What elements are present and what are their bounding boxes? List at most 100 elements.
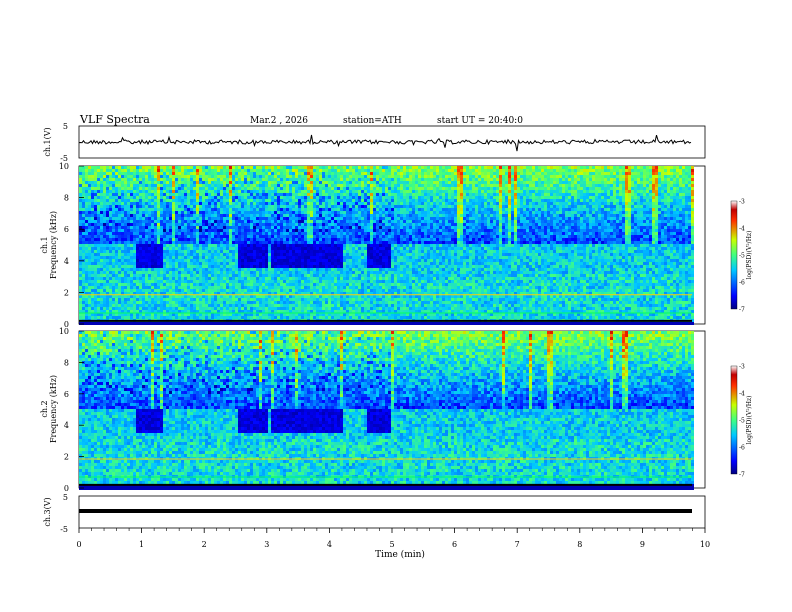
ch1-spectrogram-cell [163, 310, 166, 313]
ch1-spectrogram-cell [304, 220, 307, 223]
ch1-spectrogram-cell [229, 202, 232, 205]
ch1-spectrogram-cell [151, 190, 154, 193]
ch1-spectrogram-cell [289, 316, 292, 319]
ch1-spectrogram-cell [205, 193, 208, 196]
ch1-spectrogram-cell [82, 208, 85, 211]
ch1-spectrogram-cell [214, 295, 217, 298]
ch1-spectrogram-cell [346, 211, 349, 214]
ch1-spectrogram-cell [97, 265, 100, 268]
ch1-spectrogram-cell [229, 247, 232, 250]
ch1-spectrogram-cell [145, 223, 148, 226]
ch1-spectrogram-cell [358, 181, 361, 184]
ch1-spectrogram-cell [193, 190, 196, 193]
ch1-spectrogram-cell [292, 286, 295, 289]
ch1-spectrogram-cell [292, 268, 295, 271]
ch1-spectrogram-cell [211, 193, 214, 196]
ch1-spectrogram-cell [172, 235, 175, 238]
ch1-spectrogram-cell [133, 313, 136, 316]
ch1-spectrogram-cell [88, 265, 91, 268]
ch1-spectrogram-cell [280, 253, 283, 256]
ch1-spectrogram-cell [313, 196, 316, 199]
ch1-spectrogram-cell [94, 307, 97, 310]
ch1-spectrogram-cell [142, 244, 145, 247]
ch1-spectrogram-cell [340, 262, 343, 265]
ch1-spectrogram-cell [280, 301, 283, 304]
ch1-spectrogram-cell [274, 322, 277, 325]
ch1-spectrogram-cell [175, 193, 178, 196]
ch1-spectrogram-cell [301, 313, 304, 316]
ch1-spectrogram-cell [346, 232, 349, 235]
ch1-spectrogram-cell [163, 259, 166, 262]
ch1-spectrogram-cell [175, 295, 178, 298]
ch1-spectrogram-cell [178, 181, 181, 184]
ch1-spectrogram-cell [256, 169, 259, 172]
ch1-spectrogram-cell [295, 304, 298, 307]
ch1-spectrogram-cell [127, 310, 130, 313]
ch1-spectrogram-cell [121, 214, 124, 217]
ch1-spectrogram-cell [127, 247, 130, 250]
ch1-spectrogram-cell [325, 286, 328, 289]
ch1-spectrogram-cell [133, 268, 136, 271]
ch1-spectrogram-cell [307, 199, 310, 202]
ch1-spectrogram-cell [205, 310, 208, 313]
ch1-spectrogram-cell [130, 169, 133, 172]
ch1-spectrogram-cell [100, 166, 103, 169]
ch1-spectrogram-cell [94, 169, 97, 172]
ch1-spectrogram-cell [133, 205, 136, 208]
ch1-spectrogram-cell [358, 217, 361, 220]
ch1-spectrogram-cell [355, 277, 358, 280]
ch1-spectrogram-cell [118, 271, 121, 274]
ch1-spectrogram-cell [361, 175, 364, 178]
ch1-spectrogram-cell [304, 235, 307, 238]
ch1-spectrogram-cell [133, 295, 136, 298]
ch1-spectrogram-cell [349, 280, 352, 283]
ch1-spectrogram-cell [193, 232, 196, 235]
ch1-spectrogram-cell [295, 214, 298, 217]
ch1-spectrogram-cell [229, 304, 232, 307]
ch1-spectrogram-cell [175, 280, 178, 283]
ch1-spectrogram-cell [286, 196, 289, 199]
ch1-spectrogram-cell [358, 220, 361, 223]
ch1-spectrogram-cell [112, 313, 115, 316]
ch1-spectrogram-cell [211, 241, 214, 244]
ch1-spectrogram-cell [325, 277, 328, 280]
ch1-spectrogram-cell [247, 223, 250, 226]
ch1-spectrogram-cell [154, 289, 157, 292]
ch1-spectrogram-cell [178, 322, 181, 325]
ch1-spectrogram-cell [349, 292, 352, 295]
ch1-spectrogram-cell [154, 223, 157, 226]
ch1-spectrogram-cell [163, 223, 166, 226]
ch1-spectrogram-cell [103, 247, 106, 250]
ch1-spectrogram-cell [127, 259, 130, 262]
ch1-spectrogram-cell [91, 304, 94, 307]
ch1-spectrogram-cell [178, 274, 181, 277]
ch1-spectrogram-cell [280, 295, 283, 298]
ch1-spectrogram-cell [310, 310, 313, 313]
ch1-spectrogram-cell [313, 244, 316, 247]
ch1-spectrogram-cell [304, 214, 307, 217]
ch1-spectrogram-cell [124, 283, 127, 286]
ch1-spectrogram-cell [301, 211, 304, 214]
ch1-spectrogram-cell [235, 172, 238, 175]
ch1-spectrogram-cell [328, 181, 331, 184]
ch1-spectrogram-cell [307, 205, 310, 208]
ch1-spectrogram-cell [163, 241, 166, 244]
ch1-spectrogram-cell [115, 208, 118, 211]
ch1-spectrogram-cell [205, 295, 208, 298]
ch1-spectrogram-cell [205, 226, 208, 229]
ch1-spectrogram-cell [322, 307, 325, 310]
ch1-spectrogram-cell [166, 172, 169, 175]
ch1-spectrogram-cell [292, 238, 295, 241]
ch1-spectrogram-cell [154, 316, 157, 319]
ch1-spectrogram-cell [148, 316, 151, 319]
ch1-spectrogram-cell [79, 289, 82, 292]
ch1-spectrogram-cell [346, 253, 349, 256]
ch1-spectrogram-cell [319, 226, 322, 229]
ch1-spectrogram-cell [220, 187, 223, 190]
ch1-spectrogram-cell [310, 256, 313, 259]
ch1-spectrogram-cell [340, 313, 343, 316]
ch1-spectrogram-cell [193, 175, 196, 178]
ch1-spectrogram-cell [172, 238, 175, 241]
ch1-spectrogram-cell [301, 175, 304, 178]
ch1-spectrogram-cell [304, 208, 307, 211]
